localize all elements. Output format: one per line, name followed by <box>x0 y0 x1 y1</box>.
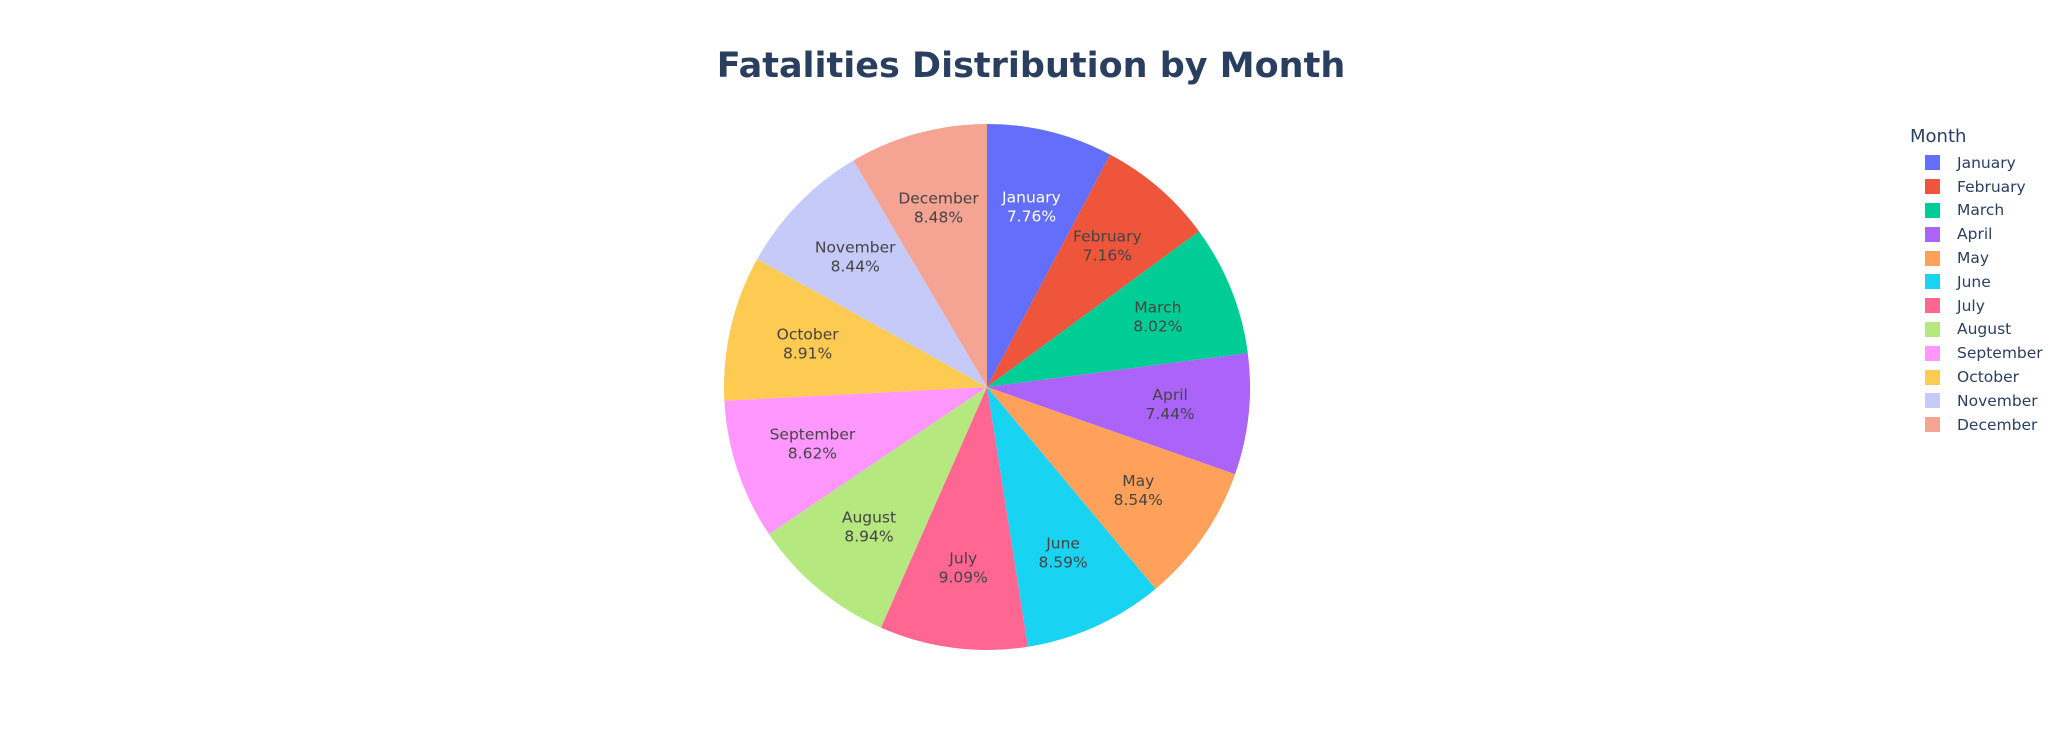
slice-label-april: April 7.44% <box>1145 386 1194 423</box>
slice-label-september: September 8.62% <box>770 425 856 462</box>
legend-swatch <box>1925 250 1940 266</box>
slice-label-percent: 8.62% <box>788 444 837 462</box>
slice-label-name: February <box>1073 228 1142 246</box>
legend-item-september[interactable]: September <box>1910 341 2043 365</box>
slice-label-name: January <box>1001 188 1061 206</box>
slice-label-percent: 7.44% <box>1145 405 1194 423</box>
legend-item-may[interactable]: May <box>1910 246 2043 270</box>
pie-slice-july[interactable] <box>880 387 1028 650</box>
slice-label-percent: 7.76% <box>1007 207 1056 225</box>
pie-slice-april[interactable] <box>987 353 1250 475</box>
legend-label: October <box>1957 368 2020 387</box>
slice-label-percent: 8.02% <box>1133 318 1182 336</box>
legend-swatch <box>1925 155 1940 171</box>
slice-label-march: March 8.02% <box>1133 299 1182 336</box>
slice-label-percent: 8.59% <box>1038 554 1087 572</box>
legend-item-august[interactable]: August <box>1910 318 2043 342</box>
slice-label-january: January 7.76% <box>1001 188 1061 225</box>
slice-label-name: November <box>815 238 896 256</box>
legend-item-july[interactable]: July <box>1910 294 2043 318</box>
pie-slice-october[interactable] <box>724 259 987 401</box>
slice-label-july: July 9.09% <box>939 550 988 587</box>
legend-item-january[interactable]: January <box>1910 151 2043 175</box>
slice-label-may: May 8.54% <box>1114 472 1163 509</box>
legend-title: Month <box>1910 126 1967 147</box>
slice-label-name: July <box>948 550 977 568</box>
slice-label-name: December <box>898 189 979 207</box>
legend-swatch <box>1925 345 1940 361</box>
legend: Month January February March April May June Ju… <box>1910 126 2043 437</box>
slice-label-december: December 8.48% <box>898 189 979 226</box>
slice-label-name: March <box>1134 299 1181 317</box>
legend-item-december[interactable]: December <box>1910 413 2043 437</box>
legend-item-november[interactable]: November <box>1910 389 2043 413</box>
legend-swatch <box>1925 321 1940 337</box>
slice-label-percent: 8.91% <box>783 344 832 362</box>
legend-label: December <box>1957 415 2038 434</box>
pie-labels: January 7.76% February 7.16% March 8.02% April… <box>770 188 1195 586</box>
legend-label: September <box>1957 344 2043 363</box>
pie-slice-december[interactable] <box>853 124 987 387</box>
legend-label: March <box>1957 201 2005 220</box>
legend-swatch <box>1925 202 1940 218</box>
legend-label: June <box>1957 272 1991 291</box>
legend-swatch <box>1925 298 1940 314</box>
pie-slice-june[interactable] <box>987 387 1156 647</box>
slice-label-october: October 8.91% <box>777 325 840 362</box>
legend-item-april[interactable]: April <box>1910 222 2043 246</box>
slice-label-percent: 7.16% <box>1083 247 1132 265</box>
legend-label: February <box>1957 177 2026 196</box>
slice-label-percent: 8.94% <box>844 527 893 545</box>
slice-label-november: November 8.44% <box>815 238 896 275</box>
slice-label-percent: 8.48% <box>914 208 963 226</box>
legend-label: May <box>1957 249 1990 268</box>
legend-label: November <box>1957 391 2038 410</box>
slice-label-february: February 7.16% <box>1073 228 1142 265</box>
legend-label: August <box>1957 320 2012 339</box>
slice-label-name: May <box>1122 472 1154 490</box>
slice-label-june: June 8.59% <box>1038 535 1087 572</box>
chart-title: Fatalities Distribution by Month <box>716 46 1346 86</box>
pie-slice-january[interactable] <box>987 124 1111 387</box>
legend-item-june[interactable]: June <box>1910 270 2043 294</box>
slice-label-name: April <box>1152 386 1187 404</box>
legend-item-october[interactable]: October <box>1910 365 2043 389</box>
slice-label-august: August 8.94% <box>842 508 896 545</box>
legend-label: January <box>1957 153 2016 172</box>
pie-slice-november[interactable] <box>757 160 987 387</box>
legend-label: July <box>1957 296 1985 315</box>
legend-swatch <box>1925 417 1940 433</box>
slice-label-name: June <box>1045 535 1080 553</box>
slice-label-name: August <box>842 508 896 526</box>
pie-slice-may[interactable] <box>987 387 1236 589</box>
legend-item-february[interactable]: February <box>1910 175 2043 199</box>
slice-label-name: October <box>777 325 840 343</box>
legend-swatch <box>1925 226 1940 242</box>
slice-label-percent: 9.09% <box>939 569 988 587</box>
pie-slice-august[interactable] <box>769 387 987 628</box>
pie-slices <box>724 124 1250 650</box>
legend-items: January February March April May June July Augu… <box>1910 151 2043 437</box>
slice-label-percent: 8.54% <box>1114 491 1163 509</box>
legend-swatch <box>1925 369 1940 385</box>
pie-slice-september[interactable] <box>724 387 987 535</box>
legend-swatch <box>1925 393 1940 409</box>
legend-swatch <box>1925 274 1940 290</box>
legend-swatch <box>1925 179 1940 195</box>
slice-label-name: September <box>770 425 856 443</box>
slice-label-percent: 8.44% <box>831 257 880 275</box>
pie-slice-february[interactable] <box>987 154 1200 387</box>
pie-slice-march[interactable] <box>987 231 1248 387</box>
legend-label: April <box>1957 225 1993 244</box>
legend-item-march[interactable]: March <box>1910 199 2043 223</box>
